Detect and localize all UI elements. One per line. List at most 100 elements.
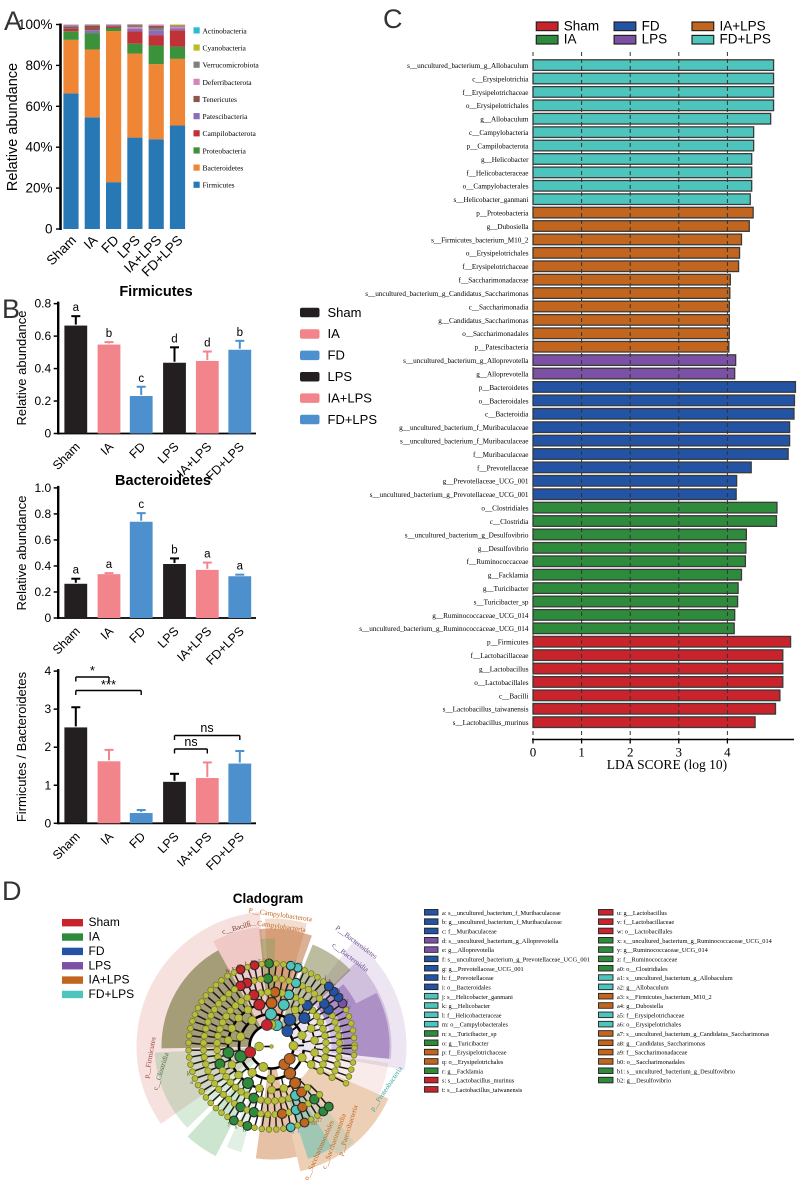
svg-text:D: D	[2, 876, 22, 906]
svg-text:u: u	[237, 962, 240, 969]
svg-text:n: n	[243, 1127, 246, 1134]
svg-text:s__uncultured_bacterium_f_Muri: s__uncultured_bacterium_f_Muribaculaceae	[400, 437, 529, 445]
svg-text:g__Lactobacillus: g__Lactobacillus	[479, 665, 529, 673]
svg-text:a2: g__Allobaculum: a2: g__Allobaculum	[617, 984, 669, 991]
svg-text:v: f__Lactobacillaceae: v: f__Lactobacillaceae	[617, 919, 674, 926]
svg-text:f__Erysipelotrichaceae: f__Erysipelotrichaceae	[462, 263, 528, 271]
svg-text:a5: f__Erysipelotrichaceae: a5: f__Erysipelotrichaceae	[617, 1012, 685, 1019]
svg-text:z: f__Ruminococcaceae: z: f__Ruminococcaceae	[617, 957, 678, 964]
svg-text:***: ***	[101, 677, 116, 692]
svg-text:t: t	[245, 960, 247, 967]
svg-text:0.4: 0.4	[35, 559, 52, 573]
svg-text:c__Erysipelotrichia: c__Erysipelotrichia	[472, 75, 529, 83]
svg-text:s__uncultured_bacterium_g_Rumi: s__uncultured_bacterium_g_Ruminococcacea…	[359, 625, 529, 633]
svg-text:f: s__uncultured_bacterium_g_P: f: s__uncultured_bacterium_g_Prevotellac…	[442, 957, 590, 964]
svg-text:0: 0	[530, 745, 537, 760]
svg-text:l: f__Helicobacteraceae: l: f__Helicobacteraceae	[442, 1012, 502, 1019]
svg-text:40%: 40%	[25, 140, 52, 155]
svg-text:4: 4	[45, 664, 52, 678]
svg-text:Firmicutes: Firmicutes	[203, 181, 235, 190]
svg-text:a7: s__uncultured_bacterium_g_: a7: s__uncultured_bacterium_g_Candidatus…	[617, 1031, 770, 1038]
svg-text:0: 0	[45, 611, 52, 625]
svg-text:o: o	[262, 956, 265, 963]
svg-text:d: d	[204, 338, 210, 350]
svg-text:a: s__uncultured_bacterium_f_M: a: s__uncultured_bacterium_f_Muribaculac…	[442, 910, 561, 917]
svg-text:LPS: LPS	[642, 32, 668, 47]
svg-text:s__Lactobacillus_murinus: s__Lactobacillus_murinus	[453, 719, 529, 727]
svg-text:o__Bacteroidales: o__Bacteroidales	[479, 397, 529, 405]
svg-text:Relative abundance: Relative abundance	[5, 63, 21, 191]
svg-text:f__Helicobacteraceae: f__Helicobacteraceae	[466, 169, 528, 177]
svg-text:a: a	[237, 561, 244, 573]
svg-text:f__Erysipelotrichaceae: f__Erysipelotrichaceae	[462, 89, 528, 97]
svg-text:w: o__Lactobacillales: w: o__Lactobacillales	[617, 929, 673, 936]
svg-text:y: g__Ruminococcaceae_UCG_014: y: g__Ruminococcaceae_UCG_014	[617, 947, 709, 954]
svg-text:q: q	[267, 956, 270, 963]
svg-text:h: f__Prevotellaceae: h: f__Prevotellaceae	[442, 975, 494, 982]
svg-text:s__uncultured_bacterium_g_Allo: s__uncultured_bacterium_g_Alloprevotella	[403, 357, 529, 365]
svg-text:g__Alloprevotella: g__Alloprevotella	[476, 370, 529, 378]
svg-text:Tenericutes: Tenericutes	[203, 95, 238, 104]
svg-text:c__Saccharimonadia: c__Saccharimonadia	[469, 303, 530, 311]
svg-text:LPS: LPS	[89, 958, 112, 972]
svg-text:b: b	[106, 328, 112, 340]
svg-text:s__Helicobacter_ganmani: s__Helicobacter_ganmani	[453, 196, 528, 204]
svg-text:a: a	[73, 565, 80, 577]
svg-text:Sham: Sham	[89, 915, 120, 929]
svg-text:s__Firmicutes_bacterium_M10_2: s__Firmicutes_bacterium_M10_2	[431, 236, 529, 244]
svg-text:FD: FD	[328, 348, 345, 363]
svg-text:IA: IA	[564, 32, 577, 47]
svg-text:n: s__Turicibacter_sp: n: s__Turicibacter_sp	[442, 1031, 497, 1038]
svg-text:g: g__Prevotellaceae_UCG_001: g: g__Prevotellaceae_UCG_001	[442, 966, 524, 973]
svg-text:60%: 60%	[25, 99, 52, 114]
svg-text:u: g__Lactobacillus: u: g__Lactobacillus	[617, 910, 667, 917]
svg-text:A: A	[4, 6, 22, 36]
svg-text:B: B	[2, 294, 20, 324]
svg-text:o__Clostridiales: o__Clostridiales	[481, 505, 528, 513]
svg-text:Campilobacterota: Campilobacterota	[203, 129, 257, 138]
svg-text:b: b	[337, 987, 340, 994]
svg-text:IA+LPS: IA+LPS	[328, 390, 373, 405]
svg-text:Patescibacteria: Patescibacteria	[203, 112, 249, 121]
svg-text:a4: g__Dubosiella: a4: g__Dubosiella	[617, 1003, 663, 1010]
svg-text:Relative abundance: Relative abundance	[14, 311, 29, 426]
svg-text:f__Muribaculaceae: f__Muribaculaceae	[473, 451, 528, 459]
svg-text:0: 0	[45, 222, 53, 237]
svg-text:t: s__Lactobacillus_taiwanensi: t: s__Lactobacillus_taiwanensis	[442, 1087, 523, 1094]
svg-text:p__Proteobacteria: p__Proteobacteria	[476, 210, 529, 218]
svg-text:a9: f__Saccharimonadaceae: a9: f__Saccharimonadaceae	[617, 1050, 688, 1057]
svg-text:s__uncultured_bacterium_g_Cand: s__uncultured_bacterium_g_Candidatus_Sac…	[365, 290, 528, 298]
svg-text:o: g__Turicibacter: o: g__Turicibacter	[442, 1040, 489, 1047]
svg-text:o__Saccharimonadales: o__Saccharimonadales	[462, 330, 528, 338]
svg-text:Firmicutes: Firmicutes	[119, 284, 192, 300]
svg-text:FD+LPS: FD+LPS	[328, 412, 378, 427]
svg-text:f__Lactobacillaceae: f__Lactobacillaceae	[471, 652, 529, 660]
svg-text:80%: 80%	[25, 58, 52, 73]
svg-text:g__Prevotellaceae_UCG_001: g__Prevotellaceae_UCG_001	[443, 478, 529, 486]
svg-text:p__Bacteroidetes: p__Bacteroidetes	[479, 384, 529, 392]
svg-text:c: f__Muribaculaceae: c: f__Muribaculaceae	[442, 929, 497, 936]
svg-text:s__uncultured_bacterium_g_Allo: s__uncultured_bacterium_g_Allobaculum	[407, 62, 529, 70]
svg-text:0.6: 0.6	[35, 533, 52, 547]
svg-text:0.8: 0.8	[35, 507, 52, 521]
svg-text:Bacteroidetes: Bacteroidetes	[115, 473, 211, 489]
svg-text:q: o__Erysipelotrichales: q: o__Erysipelotrichales	[442, 1059, 504, 1066]
svg-text:Proteobacteria: Proteobacteria	[203, 146, 247, 155]
svg-text:IA: IA	[89, 930, 100, 944]
svg-text:a: a	[204, 549, 211, 561]
svg-text:Cladogram: Cladogram	[233, 891, 304, 906]
svg-text:k: g__Helicobacter: k: g__Helicobacter	[442, 1003, 491, 1010]
svg-text:2: 2	[45, 740, 52, 754]
svg-text:a1: s__uncultured_bacterium_g_: a1: s__uncultured_bacterium_g_Allobaculu…	[617, 975, 733, 982]
svg-text:a2: a2	[297, 961, 303, 968]
svg-text:d: d	[171, 333, 177, 345]
svg-text:Verrucomicrobiota: Verrucomicrobiota	[203, 61, 260, 70]
svg-text:e: g__Alloprevotella: e: g__Alloprevotella	[442, 947, 494, 954]
svg-text:c__Clostridia: c__Clostridia	[490, 518, 530, 526]
svg-text:g__Dubosiella: g__Dubosiella	[487, 223, 530, 231]
svg-text:p: f__Erysipelotrichaceae: p: f__Erysipelotrichaceae	[442, 1050, 507, 1057]
svg-text:c: c	[138, 499, 144, 511]
svg-text:ns: ns	[184, 735, 197, 749]
svg-text:Bacteroidetes: Bacteroidetes	[203, 164, 244, 173]
svg-text:C: C	[383, 4, 403, 34]
